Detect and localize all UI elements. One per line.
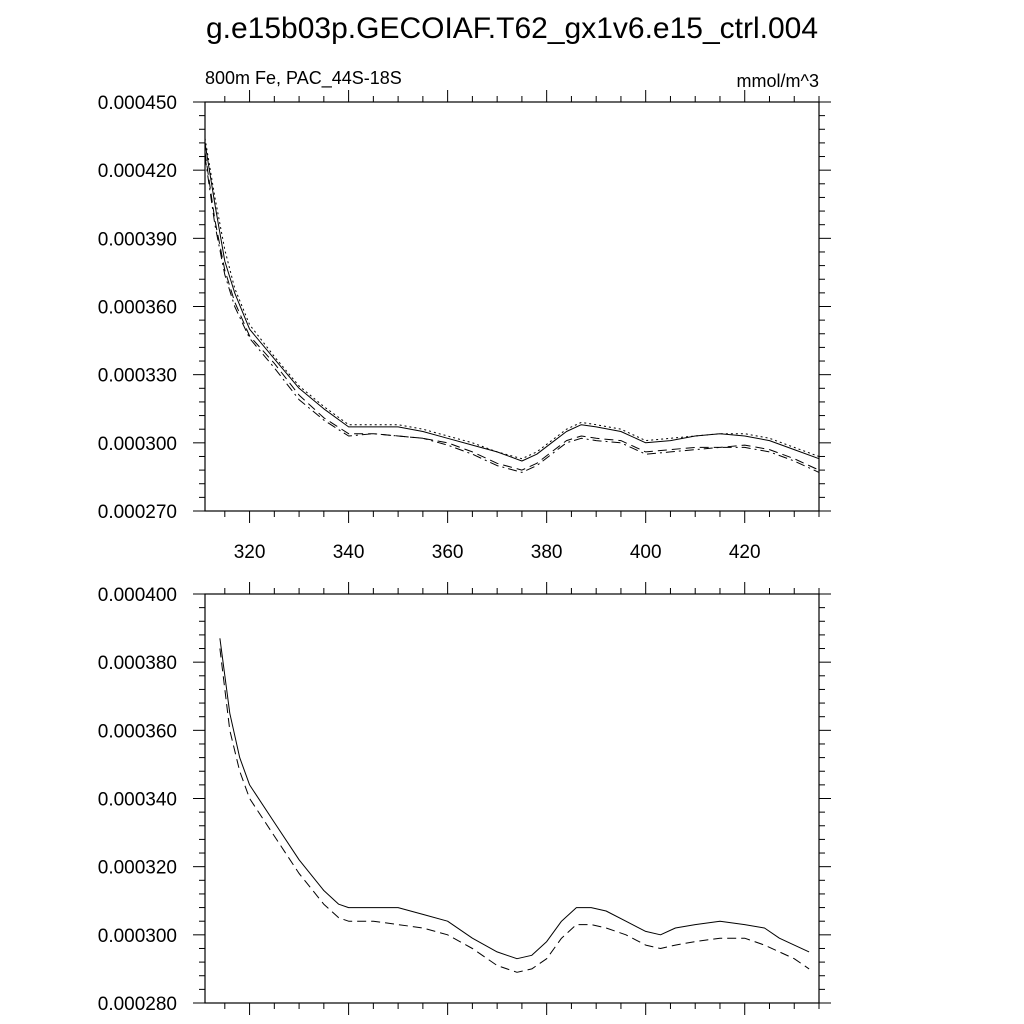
series-group-top [204, 138, 820, 473]
y-tick-label: 0.000420 [98, 161, 177, 182]
y-tick-label: 0.000450 [98, 93, 177, 114]
x-tick-label: 420 [729, 542, 761, 563]
tick-labels-bottom: 0.000280 0.000300 0.000320 0.000340 0.000360… [98, 585, 177, 1015]
x-tick-label: 380 [531, 542, 563, 563]
y-tick-label: 0.000280 [98, 994, 177, 1015]
series-line-dotted [204, 138, 820, 460]
x-tick-label: 340 [333, 542, 365, 563]
y-tick-label: 0.000320 [98, 858, 177, 879]
series-line-solid [219, 638, 810, 960]
series-group-bottom [219, 638, 810, 973]
tick-labels-top: 320 340 360 380 400 420 0.000270 0.000300 0.0003… [98, 93, 761, 563]
x-tick-label: 360 [432, 542, 464, 563]
y-tick-label: 0.000270 [98, 502, 177, 523]
y-tick-label: 0.000340 [98, 790, 177, 811]
series-line-dashed [204, 151, 820, 471]
y-tick-label: 0.000330 [98, 366, 177, 387]
y-tick-label: 0.000400 [98, 585, 177, 606]
x-tick-label: 400 [630, 542, 662, 563]
plot-frame-top [204, 101, 820, 512]
chart-subtitle-left: 800m Fe, PAC_44S-18S [205, 68, 402, 89]
y-tick-label: 0.000390 [98, 229, 177, 250]
series-line-dashed [219, 648, 810, 973]
series-line-solid [204, 142, 820, 462]
chart-panel-bottom: 0.000280 0.000300 0.000320 0.000340 0.000360… [98, 582, 831, 1015]
y-tick-label: 0.000300 [98, 926, 177, 947]
x-tick-label: 320 [234, 542, 266, 563]
figure-title: g.e15b03p.GECOIAF.T62_gx1v6.e15_ctrl.004 [206, 12, 818, 45]
y-tick-label: 0.000380 [98, 653, 177, 674]
tick-marks-bottom [193, 582, 831, 1015]
y-tick-label: 0.000360 [98, 298, 177, 319]
chart-subtitle-right: mmol/m^3 [737, 71, 819, 91]
y-tick-label: 0.000360 [98, 721, 177, 742]
y-tick-label: 0.000300 [98, 434, 177, 455]
series-line-dash-dot [204, 156, 820, 473]
plot-frame-bottom [204, 593, 820, 1004]
chart-panel-top: 800m Fe, PAC_44S-18S mmol/m^3 320 340 360 3… [98, 68, 831, 563]
tick-marks-top [193, 90, 831, 523]
